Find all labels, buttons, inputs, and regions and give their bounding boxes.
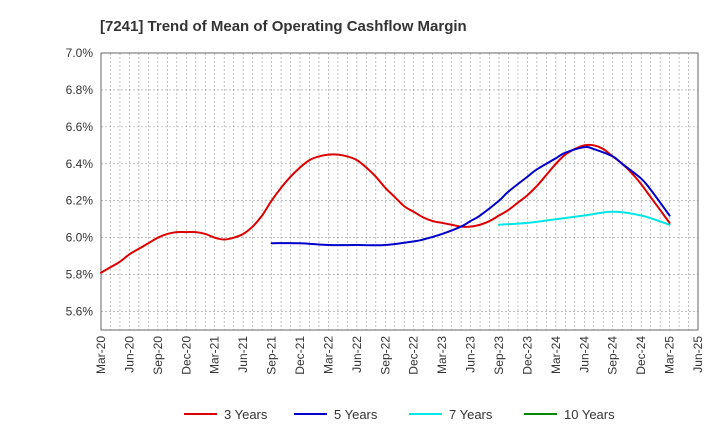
x-tick-label: Sep-22 — [378, 336, 392, 375]
plot-frame — [100, 52, 699, 331]
y-tick-label: 6.0% — [66, 231, 94, 245]
chart-title: [7241] Trend of Mean of Operating Cashfl… — [100, 18, 467, 35]
x-tick-label: Dec-20 — [179, 336, 193, 375]
y-tick-label: 5.8% — [66, 268, 94, 282]
x-tick-label: Jun-25 — [691, 336, 705, 373]
x-tick-label: Jun-22 — [350, 336, 364, 373]
x-tick-label: Mar-24 — [549, 336, 563, 374]
y-tick-label: 7.0% — [66, 46, 94, 60]
x-tick-label: Mar-22 — [321, 336, 335, 374]
y-tick-label: 6.4% — [66, 157, 94, 171]
x-tick-label: Sep-23 — [492, 336, 506, 375]
y-tick-label: 6.6% — [66, 120, 94, 134]
legend-label-3: 7 Years — [449, 407, 493, 422]
plot-background — [101, 53, 698, 330]
x-tick-label: Jun-23 — [464, 336, 478, 373]
y-tick-label: 6.2% — [66, 194, 94, 208]
x-tick-label: Jun-24 — [577, 336, 591, 373]
legend-label-2: 5 Years — [334, 407, 378, 422]
y-tick-label: 5.6% — [66, 305, 94, 319]
x-tick-label: Dec-23 — [520, 336, 534, 375]
x-tick-label: Mar-20 — [94, 336, 108, 374]
x-tick-label: Mar-21 — [208, 336, 222, 374]
x-tick-label: Mar-25 — [663, 336, 677, 374]
x-tick-label: Sep-20 — [151, 336, 165, 375]
y-tick-label: 6.8% — [66, 83, 94, 97]
x-tick-label: Dec-22 — [407, 336, 421, 375]
legend-label-4: 10 Years — [564, 407, 615, 422]
legend: 3 Years 5 Years 7 Years 10 Years — [184, 407, 615, 422]
x-tick-label: Mar-23 — [435, 336, 449, 374]
x-tick-label: Jun-21 — [236, 336, 250, 373]
legend-label-1: 3 Years — [224, 407, 268, 422]
x-tick-label: Jun-20 — [122, 336, 136, 373]
plot-area: 5.6% 5.8% 6.0% 6.2% 6.4% 6.6% 6.8% 7.0% Mar-20 Ju… — [66, 46, 705, 375]
x-tick-label: Sep-21 — [265, 336, 279, 375]
x-tick-label: Sep-24 — [606, 336, 620, 375]
series-line-2 — [270, 145, 671, 247]
series-line-3 — [498, 210, 671, 226]
x-tick-label: Dec-24 — [634, 336, 648, 375]
x-tick-label: Dec-21 — [293, 336, 307, 375]
